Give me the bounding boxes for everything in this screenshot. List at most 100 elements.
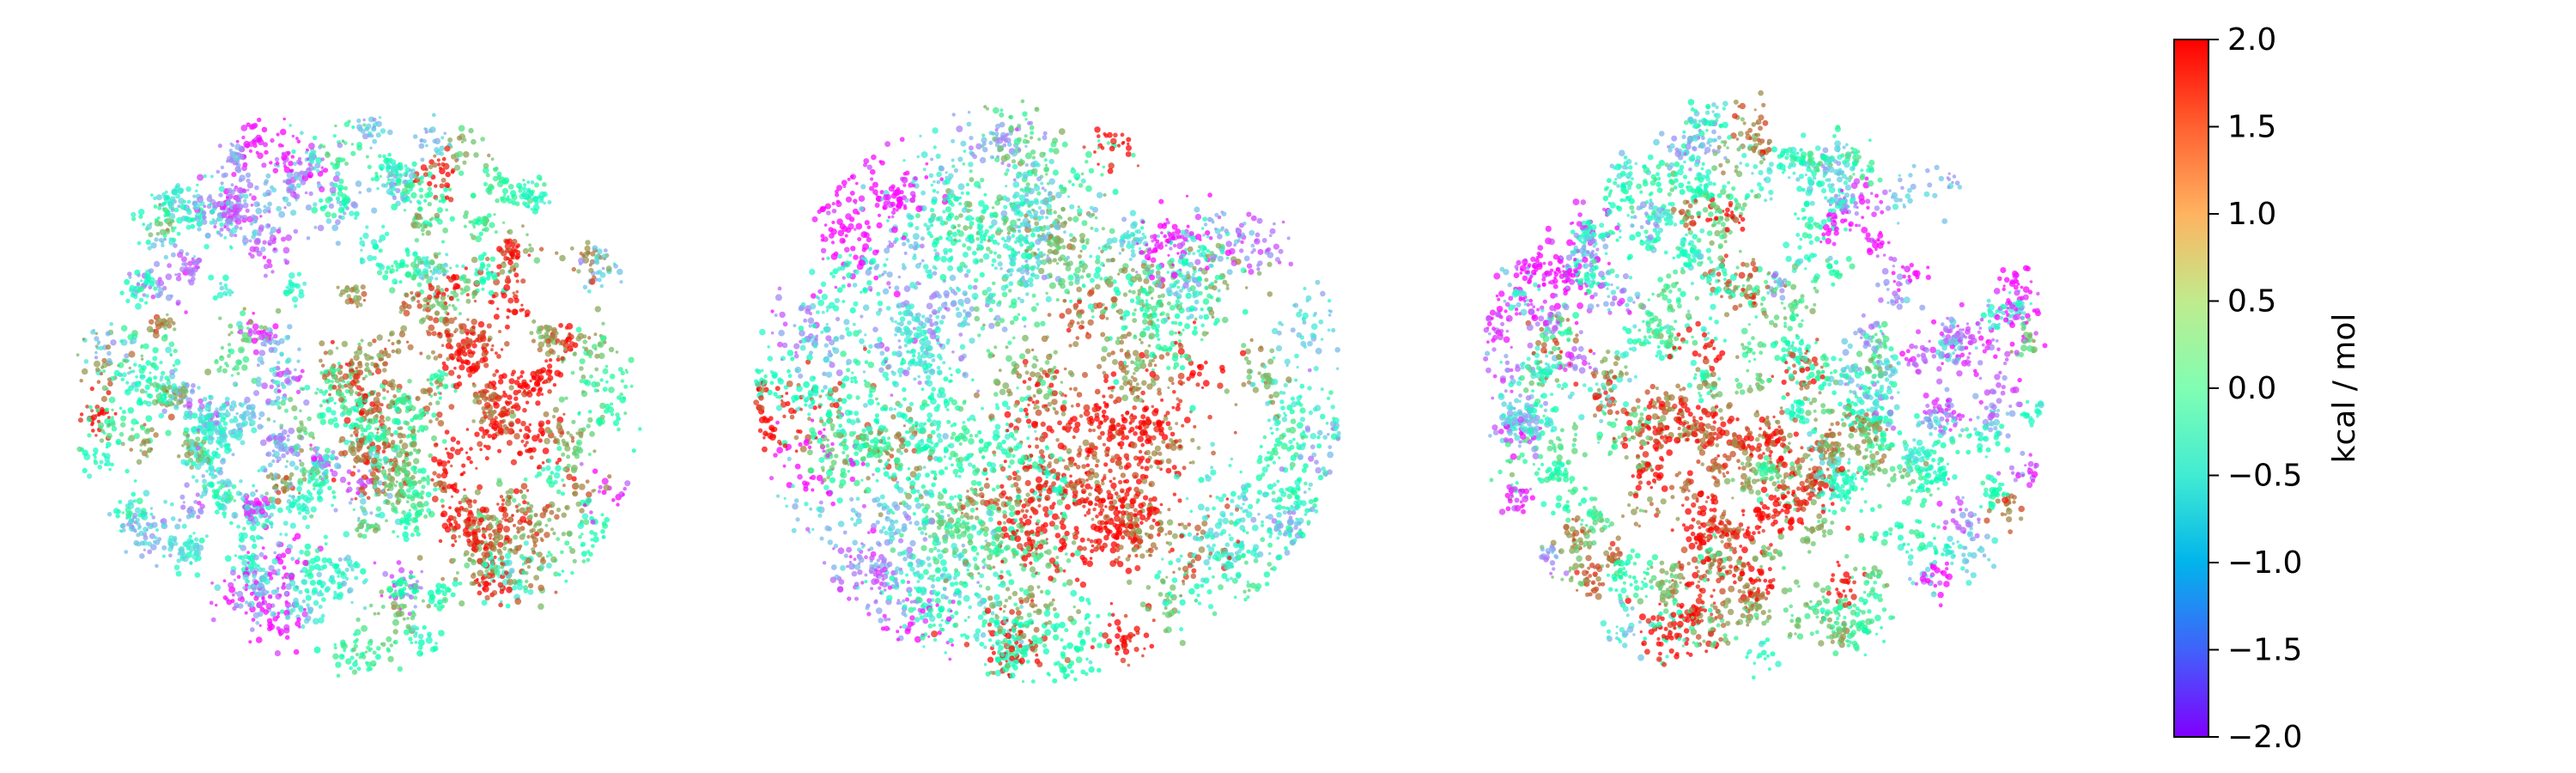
scatter-point: [149, 362, 155, 368]
scatter-point: [547, 517, 552, 522]
scatter-point: [293, 161, 297, 167]
scatter-point: [580, 533, 584, 536]
scatter-point: [435, 386, 440, 390]
scatter-point: [258, 417, 262, 420]
scatter-point: [262, 255, 267, 260]
scatter-point: [241, 135, 246, 140]
scatter-point: [416, 300, 421, 304]
scatter-point: [500, 419, 505, 424]
scatter-point: [355, 490, 361, 496]
scatter-point: [237, 555, 242, 560]
scatter-point: [293, 191, 296, 195]
scatter-point: [186, 199, 191, 204]
scatter-point: [231, 227, 238, 234]
scatter-point: [337, 585, 341, 590]
scatter-point: [338, 397, 344, 403]
scatter-point: [361, 133, 369, 140]
scatter-point: [196, 183, 199, 186]
scatter-point: [431, 412, 437, 418]
scatter-point: [568, 332, 572, 336]
scatter-point: [566, 473, 573, 481]
scatter-point: [239, 479, 243, 484]
scatter-point: [550, 471, 555, 475]
scatter-point: [458, 312, 463, 316]
scatter-point: [430, 478, 434, 482]
scatter-point: [161, 523, 167, 528]
scatter-point: [277, 558, 284, 565]
scatter-point: [360, 248, 363, 252]
scatter-point: [289, 573, 295, 580]
scatter-point: [332, 134, 337, 138]
scatter-point: [482, 388, 489, 394]
scatter-point: [168, 212, 176, 220]
scatter-point: [296, 434, 303, 441]
scatter-point: [161, 545, 167, 551]
scatter-point: [331, 563, 338, 569]
scatter-point: [487, 153, 491, 158]
scatter-point: [398, 280, 403, 284]
scatter-point: [284, 635, 290, 640]
scatter-point: [553, 479, 558, 485]
scatter-point: [195, 265, 199, 270]
scatter-point: [289, 272, 295, 279]
scatter-point: [188, 534, 192, 539]
scatter-point: [317, 495, 322, 501]
scatter-point: [507, 297, 514, 304]
scatter-point: [378, 239, 382, 243]
scatter-point: [241, 332, 249, 339]
scatter-point: [288, 494, 292, 498]
scatter-point: [279, 351, 284, 356]
scatter-point: [617, 427, 621, 432]
scatter-point: [238, 545, 242, 548]
scatter-point: [197, 420, 202, 423]
scatter-point: [291, 405, 298, 411]
scatter-point: [143, 535, 149, 541]
scatter-point: [90, 409, 94, 413]
scatter-point: [209, 203, 212, 206]
scatter-point: [389, 574, 395, 579]
scatter-point: [279, 423, 284, 428]
scatter-point: [584, 380, 592, 386]
scatter-point: [201, 474, 205, 478]
scatter-point: [487, 189, 493, 195]
scatter-point: [342, 373, 349, 380]
scatter-point: [502, 390, 506, 394]
scatter-point: [558, 396, 565, 403]
scatter-point: [440, 136, 445, 140]
scatter-point: [222, 290, 228, 296]
scatter-point: [504, 518, 508, 522]
scatter-point: [204, 233, 210, 239]
scatter-point: [386, 474, 393, 482]
scatter-point: [397, 466, 402, 472]
scatter-point: [324, 456, 330, 462]
scatter-point: [380, 128, 386, 134]
scatter-point: [120, 522, 126, 529]
scatter-point: [373, 612, 377, 616]
scatter-point: [364, 528, 369, 533]
scatter-point: [440, 510, 448, 518]
scatter-point: [272, 167, 278, 173]
scatter-point: [386, 648, 392, 654]
scatter-point: [248, 149, 252, 153]
scatter-point: [504, 552, 512, 559]
scatter-point: [440, 504, 445, 508]
scatter-point: [299, 420, 304, 425]
scatter-point: [418, 143, 425, 149]
scatter-point: [101, 357, 107, 363]
scatter-point: [437, 420, 445, 427]
scatter-point: [582, 339, 588, 344]
scatter-point: [603, 248, 608, 253]
scatter-point: [440, 295, 446, 301]
scatter-point: [272, 419, 276, 423]
scatter-point: [333, 646, 337, 650]
scatter-point: [446, 451, 450, 455]
scatter-point: [465, 293, 470, 297]
scatter-point: [361, 290, 368, 297]
scatter-point: [362, 232, 369, 240]
scatter-point: [375, 132, 381, 138]
scatter-point: [319, 370, 324, 375]
scatter-point: [339, 203, 343, 207]
scatter-point: [185, 252, 190, 257]
scatter-point: [147, 549, 153, 555]
scatter-point: [370, 407, 377, 414]
